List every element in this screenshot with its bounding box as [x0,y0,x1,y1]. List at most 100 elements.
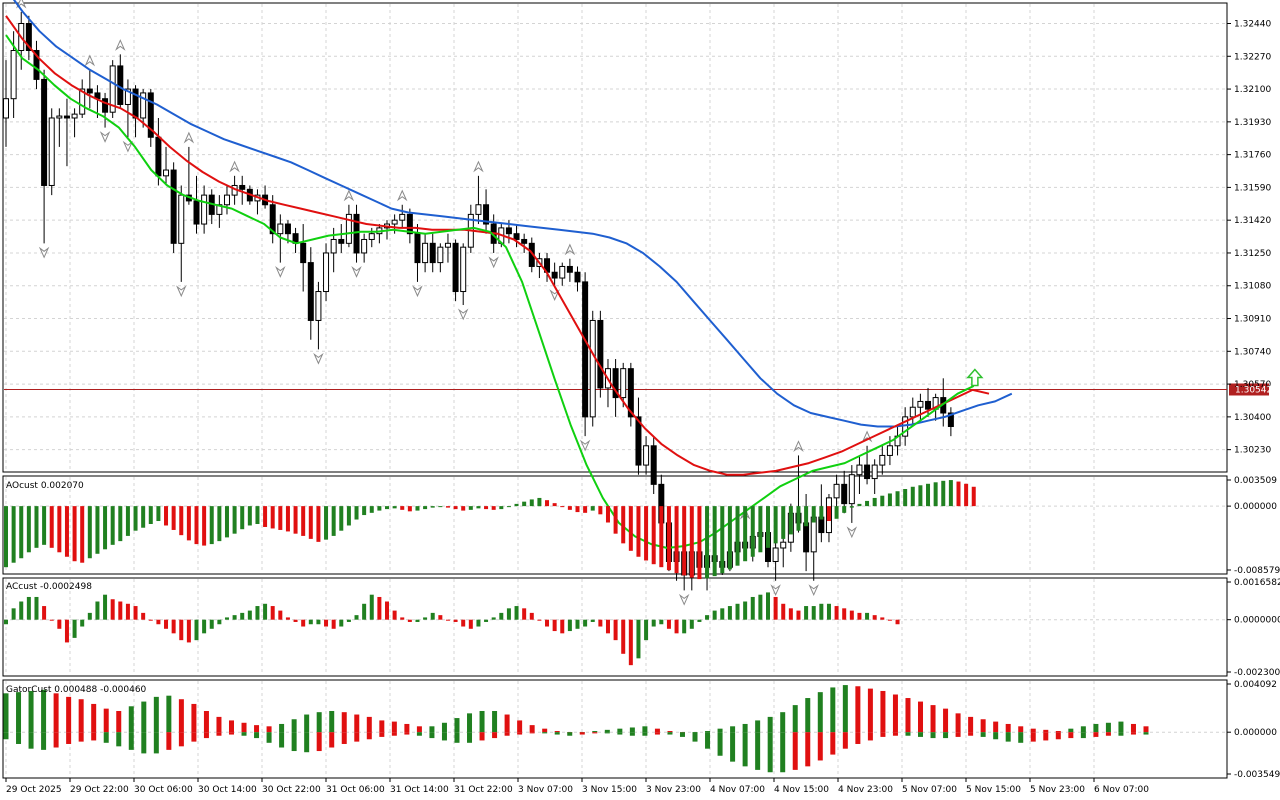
candle[interactable] [612,359,619,417]
falling-bar [971,486,976,507]
candle[interactable] [627,362,634,427]
candle[interactable] [406,208,413,244]
candle[interactable] [102,92,109,128]
candle[interactable] [33,40,40,90]
candle[interactable] [902,407,909,446]
candle[interactable] [147,89,154,147]
candle[interactable] [109,60,116,118]
candle[interactable] [170,162,177,253]
candle[interactable] [437,243,444,273]
candle[interactable] [63,98,70,167]
candle[interactable] [140,89,147,128]
candle[interactable] [871,459,878,494]
candle[interactable] [71,108,78,138]
candle[interactable] [879,445,886,475]
gator-upper-rising-bar [742,723,748,733]
candle[interactable] [429,233,436,273]
candle[interactable] [216,195,223,228]
candle[interactable] [848,465,855,523]
candle[interactable] [201,185,208,234]
candle[interactable] [292,227,299,253]
candle[interactable] [124,79,131,138]
candle[interactable] [345,204,352,248]
gator-lower-falling-bar [1043,732,1049,741]
candle[interactable] [810,513,817,581]
candle[interactable] [338,224,345,253]
candle[interactable] [551,262,558,286]
candle[interactable] [315,281,322,350]
candle[interactable] [422,233,429,273]
gator-lower-rising-bar [730,732,736,762]
rising-bar [567,619,572,632]
candle[interactable] [566,258,573,282]
candle[interactable] [79,79,86,118]
rising-bar [354,615,359,620]
candle[interactable] [48,108,55,196]
candle[interactable] [361,233,368,263]
falling-bar [49,506,54,548]
candle[interactable] [597,310,604,398]
candle[interactable] [643,436,650,475]
ao-pane[interactable] [4,480,976,580]
candle[interactable] [574,266,581,292]
candle[interactable] [163,146,170,186]
candle[interactable] [300,224,307,292]
candle[interactable] [353,204,360,263]
candle[interactable] [323,243,330,302]
rising-bar [232,506,237,534]
candle[interactable] [917,393,924,421]
ac-axis-label: 0.0000000 [1234,616,1280,626]
rising-bar [247,506,252,526]
falling-bar [857,612,862,620]
candle[interactable] [56,108,63,147]
candle[interactable] [254,189,261,215]
candle[interactable] [513,224,520,248]
candle[interactable] [925,387,932,417]
candle[interactable] [86,69,93,109]
candle[interactable] [223,185,230,215]
candle[interactable] [559,262,566,286]
candle[interactable] [460,243,467,306]
candle[interactable] [475,175,482,225]
candle[interactable] [41,69,48,244]
bear-candle-body [803,522,810,553]
candle[interactable] [452,239,459,302]
falling-bar [400,506,405,510]
candle[interactable] [208,189,215,225]
candle[interactable] [117,54,124,109]
ac-pane[interactable] [4,592,900,666]
candle[interactable] [376,224,383,244]
candle[interactable] [269,195,276,244]
candle[interactable] [521,233,528,253]
candle[interactable] [3,60,9,147]
candle[interactable] [193,175,200,234]
candle[interactable] [262,185,269,209]
rising-bar [308,619,313,625]
candle[interactable] [635,397,642,475]
candle[interactable] [803,493,810,572]
candle[interactable] [947,407,954,437]
falling-bar [666,506,671,571]
candle[interactable] [894,426,901,456]
candle[interactable] [856,455,863,494]
bull-candle-body [391,219,398,225]
candle[interactable] [483,189,490,234]
candle[interactable] [25,15,32,61]
candle[interactable] [239,175,246,205]
candle[interactable] [772,542,779,581]
gator-lower-rising-bar [241,732,247,736]
candle[interactable] [307,247,314,340]
candle[interactable] [444,233,451,263]
candle[interactable] [909,397,916,427]
candle[interactable] [399,204,406,228]
candle[interactable] [582,272,589,437]
candle[interactable] [650,436,657,494]
candle[interactable] [620,362,627,408]
candle[interactable] [589,310,596,427]
price-pane[interactable] [3,0,1270,606]
candle[interactable] [368,227,375,248]
candle[interactable] [178,185,185,282]
gator-pane[interactable] [3,685,1149,773]
rising-bar [377,506,382,511]
